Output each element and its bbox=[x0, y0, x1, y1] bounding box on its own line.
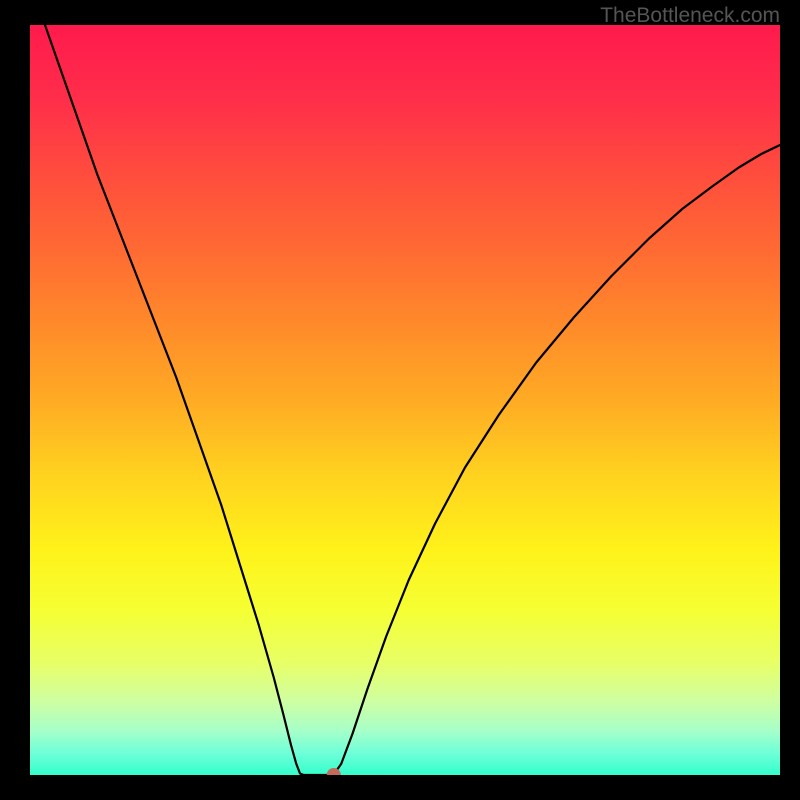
watermark: TheBottleneck.com bbox=[600, 4, 780, 28]
chart-svg bbox=[30, 25, 780, 775]
canvas: TheBottleneck.com bbox=[0, 0, 800, 800]
plot-area bbox=[30, 25, 780, 775]
gradient-background bbox=[30, 25, 780, 775]
